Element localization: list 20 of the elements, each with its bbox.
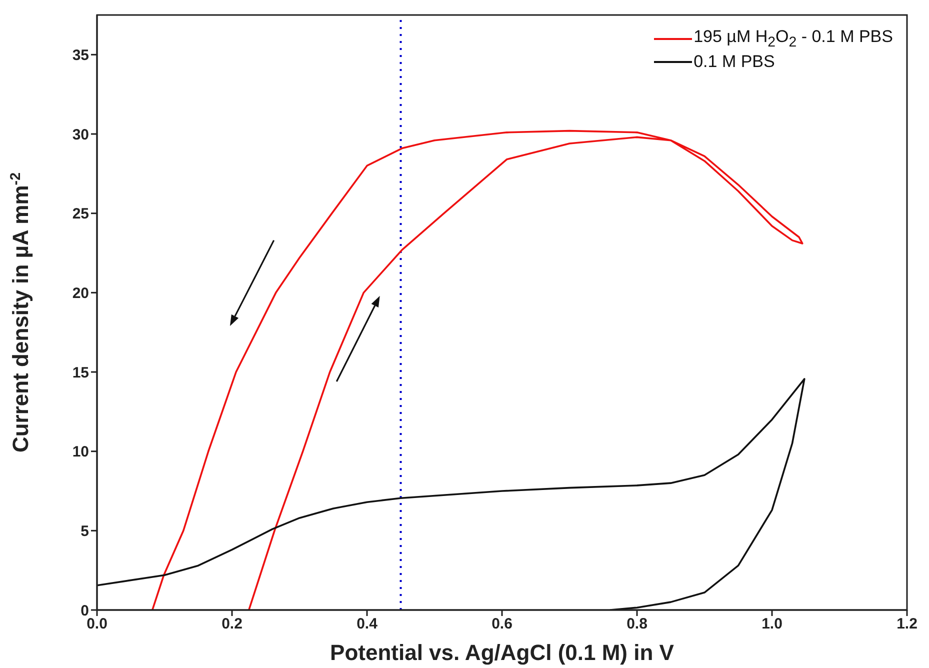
x-tick-label: 0.8 [626, 616, 648, 633]
legend-label: 195 µM H$_{2}$O$_{2}$ - 0.1 M PBS [694, 27, 893, 50]
y-tick-label: 15 [72, 364, 89, 382]
x-tick-label: 0.0 [86, 616, 108, 633]
x-axis-title: Potential vs. Ag/AgCl (0.1 M) in V [330, 640, 674, 665]
line-series [97, 378, 806, 610]
y-tick-label: 30 [72, 126, 89, 144]
x-tick-label: 1.0 [762, 616, 782, 633]
x-tick-label: 0.2 [222, 616, 242, 633]
y-tick-label: 25 [72, 206, 89, 223]
line-series [151, 130, 804, 610]
y-tick-label: 10 [72, 444, 89, 461]
y-tick-label: 20 [72, 284, 89, 302]
y-tick-label: 0 [80, 602, 89, 620]
x-tick-label: 0.4 [356, 616, 378, 633]
y-tick-label: 35 [72, 46, 89, 64]
legend-label: 0.1 M PBS [694, 52, 775, 72]
x-tick-label: 0.6 [492, 616, 512, 633]
x-tick-label: 1.2 [896, 616, 918, 633]
y-tick-label: 5 [80, 522, 89, 540]
